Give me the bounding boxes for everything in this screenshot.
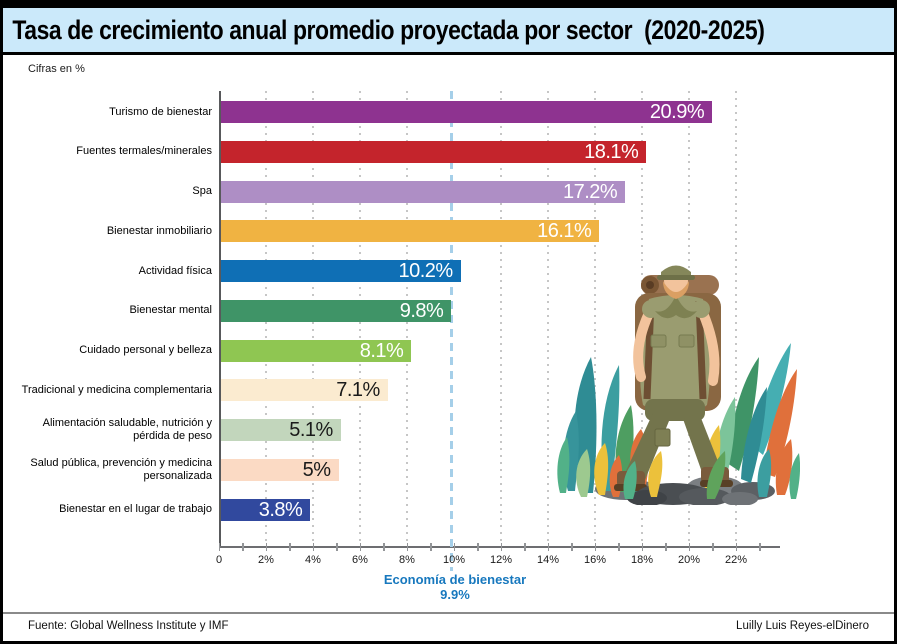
category-label: Actividad física xyxy=(138,264,212,277)
x-tick-label-14%: 14% xyxy=(536,554,560,566)
footer-source: Fuente: Global Wellness Institute y IMF xyxy=(28,620,229,632)
x-axis-tick xyxy=(242,543,244,551)
bar-9: 5.1% xyxy=(221,419,341,441)
bar-value-label: 3.8% xyxy=(258,498,303,521)
x-axis-tick xyxy=(594,543,596,551)
benchmark-line xyxy=(450,91,454,571)
right-leg xyxy=(683,413,721,475)
x-tick-label-0: 0 xyxy=(215,554,223,566)
plot-area: 0 2% 4% 6% 8% 10% 12% 14% 16% 18% 20% 22% Turismo de… xyxy=(22,91,780,571)
x-tick-label-10%: 10% xyxy=(442,554,466,566)
bar-value-label: 10.2% xyxy=(398,260,453,282)
bar-3: 17.2% xyxy=(221,180,626,203)
bar-8: 7.1% xyxy=(221,379,388,402)
bar-value-label: 16.1% xyxy=(537,220,592,243)
x-axis-tick xyxy=(336,543,338,551)
x-tick-label-6%: 6% xyxy=(352,554,368,566)
x-axis-tick xyxy=(406,543,408,551)
gridline-12pct xyxy=(500,91,502,546)
x-axis-tick xyxy=(759,543,761,551)
gridline-14pct xyxy=(547,91,549,546)
bar-value-label: 5.1% xyxy=(289,419,333,441)
x-axis-tick xyxy=(265,543,267,551)
gridline-22pct xyxy=(735,91,737,546)
plants-front xyxy=(623,451,726,499)
x-tick-label-22%: 22% xyxy=(724,554,748,566)
category-label: Cuidado personal y belleza xyxy=(79,344,212,356)
bar-value-label: 8.1% xyxy=(359,339,404,362)
x-axis-tick xyxy=(524,543,526,551)
category-label: Bienestar mental xyxy=(129,304,212,317)
x-axis-tick xyxy=(547,543,549,551)
x-tick-label-16%: 16% xyxy=(583,554,607,566)
bar-value-label: 5% xyxy=(302,458,331,481)
category-label: Spa xyxy=(192,185,212,197)
bar-value-label: 7.1% xyxy=(336,379,380,402)
x-axis-tick xyxy=(665,543,667,551)
x-axis-tick xyxy=(218,543,220,551)
gridline-16pct xyxy=(594,91,596,546)
x-axis-tick xyxy=(688,543,690,551)
x-axis-tick xyxy=(359,543,361,551)
bar-value-label: 18.1% xyxy=(584,140,639,163)
bar-5: 10.2% xyxy=(221,260,461,282)
x-axis-tick xyxy=(735,543,737,551)
benchmark-title: Economía de bienestar xyxy=(383,572,527,587)
benchmark-label: Economía de bienestar 9.9% xyxy=(355,572,555,602)
x-tick-label-2%: 2% xyxy=(258,554,274,566)
y-axis-line xyxy=(219,91,221,548)
bar-value-label: 9.8% xyxy=(399,299,444,322)
x-axis-tick xyxy=(312,543,314,551)
category-label: Bienestar inmobiliario xyxy=(106,224,212,237)
category-label: Bienestar en el lugar de trabajo xyxy=(59,503,212,515)
bar-4: 16.1% xyxy=(221,220,600,243)
bar-2: 18.1% xyxy=(221,140,647,163)
right-arm xyxy=(698,308,720,386)
x-tick-label-18%: 18% xyxy=(630,554,654,566)
units-label: Cifras en % xyxy=(28,63,85,75)
x-axis-tick xyxy=(477,543,479,551)
x-tick-label-4%: 4% xyxy=(305,554,321,566)
category-label: Fuentes termales/minerales xyxy=(76,145,212,158)
beard xyxy=(663,281,689,299)
bar-11: 3.8% xyxy=(221,498,311,521)
shirt xyxy=(640,295,710,414)
top-black-strip xyxy=(3,3,894,8)
category-label: Salud pública, prevención y medicina per… xyxy=(30,456,212,482)
hiker-illustration xyxy=(557,265,800,505)
bar-6: 9.8% xyxy=(221,299,452,322)
x-axis-tick xyxy=(712,543,714,551)
bar-value-label: 17.2% xyxy=(562,180,618,203)
category-label: Alimentación saludable, nutrición y pérd… xyxy=(42,417,212,442)
category-label: Turismo de bienestar xyxy=(109,105,212,118)
x-axis-tick xyxy=(430,543,432,551)
x-axis-tick xyxy=(571,543,573,551)
x-tick-label-20%: 20% xyxy=(677,554,701,566)
footer-credit: Luilly Luis Reyes-elDinero xyxy=(736,620,869,632)
bar-10: 5% xyxy=(221,458,339,481)
left-arm xyxy=(633,308,654,382)
x-axis-line xyxy=(219,546,780,548)
x-axis-tick xyxy=(453,543,455,551)
x-axis-tick xyxy=(618,543,620,551)
title-band: Tasa de crecimiento anual promedio proye… xyxy=(3,8,894,55)
hat xyxy=(661,265,691,277)
x-tick-label-12%: 12% xyxy=(489,554,513,566)
footer-divider xyxy=(3,612,894,614)
x-tick-label-8%: 8% xyxy=(399,554,415,566)
page-title: Tasa de crecimiento anual promedio proye… xyxy=(12,14,765,45)
x-axis-tick xyxy=(383,543,385,551)
x-axis-tick xyxy=(641,543,643,551)
bar-1: 20.9% xyxy=(221,101,713,123)
bar-7: 8.1% xyxy=(221,339,412,362)
bar-value-label: 20.9% xyxy=(649,101,705,123)
category-label: Tradicional y medicina complementaria xyxy=(21,383,212,396)
benchmark-value: 9.9% xyxy=(440,587,470,602)
x-axis-tick xyxy=(289,543,291,551)
hiker xyxy=(614,265,733,491)
x-axis-tick xyxy=(500,543,502,551)
